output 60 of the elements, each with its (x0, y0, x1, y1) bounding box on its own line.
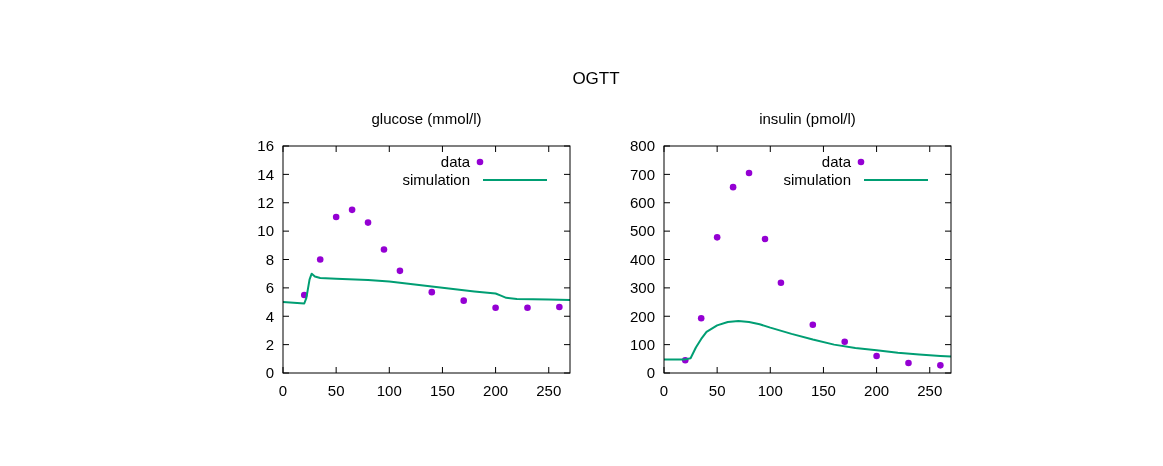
y-tick-label: 100 (629, 335, 655, 353)
x-tick-label: 100 (757, 382, 783, 399)
point (713, 234, 721, 241)
x-tick-label: 200 (483, 382, 509, 399)
y-tick-label: 700 (629, 165, 655, 183)
point (380, 246, 388, 253)
point (332, 213, 340, 221)
x-tick-label: 50 (327, 382, 345, 399)
point (460, 297, 467, 304)
y-tick-label: 12 (257, 194, 274, 211)
legend-label: data (440, 153, 471, 171)
y-tick-label: 0 (265, 364, 274, 382)
point (348, 206, 356, 214)
chart-title: glucose (mmol/l) (371, 110, 482, 127)
x-tick-label: 0 (278, 382, 288, 399)
chart-title: insulin (pmol/l) (759, 110, 856, 127)
point (428, 288, 436, 296)
legend-label: data (821, 153, 852, 171)
line-series (282, 272, 571, 305)
point (316, 256, 324, 263)
point (556, 303, 563, 311)
point (524, 304, 531, 312)
y-tick-label: 2 (265, 335, 274, 353)
point (777, 279, 785, 287)
x-tick-label: 50 (708, 382, 726, 399)
text: OGTT (572, 69, 620, 88)
point (761, 235, 769, 243)
x-tick-label: 150 (810, 382, 836, 399)
point (873, 352, 880, 360)
point (492, 304, 499, 312)
y-tick-label: 8 (265, 250, 274, 268)
y-tick-label: 400 (629, 250, 655, 268)
y-tick-label: 10 (257, 222, 274, 240)
y-tick-label: 800 (629, 137, 655, 155)
point (396, 267, 404, 275)
y-tick-label: 14 (257, 165, 274, 183)
y-tick-label: 200 (629, 307, 655, 325)
point (841, 338, 848, 346)
y-tick-label: 0 (646, 364, 655, 382)
legend-label: simulation (402, 171, 470, 189)
x-tick-label: 250 (536, 382, 562, 399)
y-tick-label: 600 (629, 194, 655, 211)
point (809, 321, 817, 329)
x-tick-label: 100 (376, 382, 402, 399)
y-tick-label: 4 (265, 307, 274, 325)
legend-label: simulation (783, 171, 851, 189)
y-tick-label: 300 (629, 279, 655, 297)
x-tick-label: 0 (659, 382, 669, 399)
y-tick-label: 16 (257, 137, 274, 155)
point (729, 183, 737, 191)
point (364, 219, 372, 226)
x-tick-label: 200 (864, 382, 890, 399)
y-tick-label: 500 (629, 222, 655, 240)
point (745, 169, 753, 177)
y-tick-label: 6 (265, 279, 274, 297)
x-tick-label: 150 (429, 382, 455, 399)
x-tick-label: 250 (917, 382, 943, 399)
point (937, 362, 944, 369)
point (697, 314, 705, 322)
point (905, 359, 912, 367)
